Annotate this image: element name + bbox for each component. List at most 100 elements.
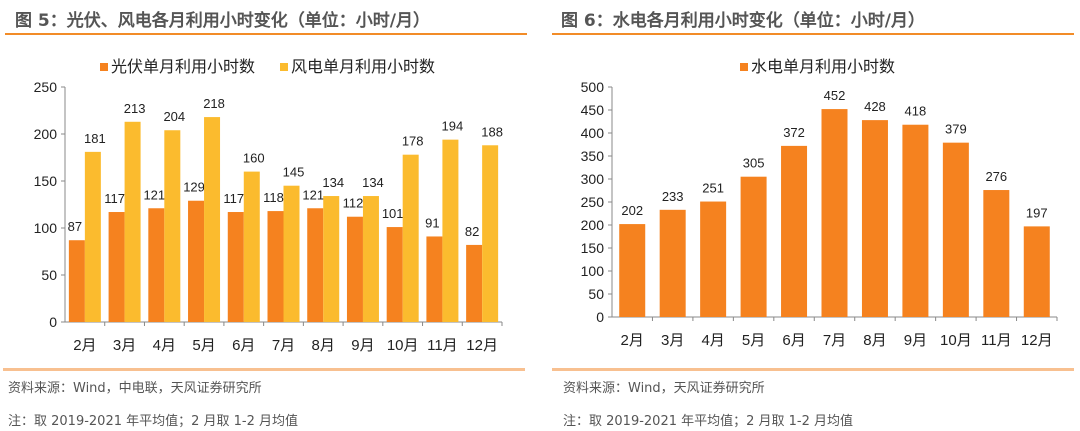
x-tick-label: 2月 — [73, 337, 96, 354]
data-label: 202 — [621, 203, 643, 218]
right-title-rule — [552, 33, 1074, 35]
y-tick-label: 0 — [49, 314, 57, 330]
x-tick-label: 4月 — [701, 332, 724, 349]
x-tick-label: 12月 — [466, 337, 498, 354]
bar-series1 — [700, 201, 727, 317]
bar-series1 — [68, 240, 85, 322]
bar-series1 — [983, 190, 1010, 317]
bar-series1 — [740, 176, 767, 317]
bar-series2 — [164, 130, 181, 322]
left-chart: 0 50 100 150 200 250 2月 87 181 3月 117 213 4月 121 204 5月… — [34, 58, 503, 354]
legend-label: 风电单月利用小时数 — [291, 58, 435, 76]
data-label: 372 — [783, 125, 805, 140]
y-tick-label: 250 — [581, 194, 605, 210]
x-tick-label: 5月 — [192, 337, 215, 354]
bar-series2 — [283, 185, 300, 322]
data-label: 134 — [362, 175, 384, 190]
legend-swatch — [280, 63, 288, 71]
right-footer-rule — [552, 368, 1074, 371]
y-tick-label: 0 — [596, 309, 604, 325]
data-label: 145 — [283, 165, 305, 180]
left-footer-rule — [3, 368, 525, 371]
x-tick-label: 11月 — [427, 337, 458, 354]
data-label: 379 — [945, 122, 967, 137]
y-tick-label: 150 — [581, 240, 605, 256]
x-tick-label: 11月 — [981, 332, 1012, 349]
x-tick-label: 8月 — [863, 332, 886, 349]
y-tick-label: 400 — [581, 125, 605, 141]
x-tick-label: 12月 — [1021, 332, 1053, 349]
legend-swatch — [100, 63, 108, 71]
data-label: 305 — [743, 156, 765, 171]
data-label: 218 — [203, 96, 225, 111]
bar-series1 — [426, 236, 443, 322]
right-source: 资料来源：Wind，天风证券研究所 — [563, 381, 765, 396]
y-tick-label: 50 — [588, 286, 604, 302]
y-tick-label: 200 — [581, 217, 605, 233]
right-note: 注：取 2019-2021 年平均值；2 月取 1-2 月均值 — [563, 414, 854, 429]
y-tick-label: 100 — [34, 220, 58, 236]
data-label: 178 — [402, 134, 424, 149]
bar-series2 — [84, 151, 101, 322]
x-tick-label: 8月 — [312, 337, 335, 354]
x-tick-label: 5月 — [742, 332, 765, 349]
bar-series1 — [346, 216, 363, 322]
data-label: 251 — [702, 181, 724, 196]
data-label: 418 — [905, 104, 927, 119]
y-tick-label: 300 — [581, 171, 605, 187]
bar-series1 — [148, 208, 165, 322]
data-label: 276 — [985, 169, 1007, 184]
x-tick-label: 3月 — [661, 332, 684, 349]
data-label: 452 — [824, 88, 846, 103]
x-tick-label: 2月 — [621, 332, 644, 349]
bar-series2 — [482, 145, 499, 322]
left-source: 资料来源：Wind，中电联，天风证券研究所 — [8, 381, 262, 396]
data-label: 204 — [163, 109, 185, 124]
x-tick-label: 3月 — [113, 337, 136, 354]
bar-series2 — [362, 196, 379, 322]
bar-series1 — [188, 200, 205, 322]
data-label: 121 — [302, 187, 324, 202]
y-tick-label: 450 — [581, 102, 605, 118]
data-label: 91 — [425, 215, 439, 230]
data-label: 428 — [864, 99, 886, 114]
bar-series1 — [659, 209, 686, 317]
bar-series2 — [323, 196, 340, 322]
legend-swatch — [740, 63, 748, 71]
bar-series1 — [307, 208, 324, 322]
data-label: 129 — [183, 180, 205, 195]
y-tick-label: 50 — [41, 267, 57, 283]
bar-series1 — [1023, 226, 1050, 317]
bar-series1 — [781, 145, 808, 317]
left-chart-title: 图 5：光伏、风电各月利用小时变化（单位：小时/月） — [15, 11, 430, 31]
data-label: 181 — [84, 131, 106, 146]
bar-series1 — [386, 227, 403, 322]
bar-series2 — [243, 171, 260, 322]
legend-label: 光伏单月利用小时数 — [111, 58, 255, 76]
right-chart: 0 50 100 150 200 250 300 350 400 450 500 2月 202 3月 233… — [581, 58, 1058, 349]
left-note: 注：取 2019-2021 年平均值；2 月取 1-2 月均值 — [8, 414, 299, 429]
x-tick-label: 9月 — [351, 337, 374, 354]
y-tick-label: 500 — [581, 79, 605, 95]
data-label: 117 — [104, 191, 125, 206]
bar-series2 — [402, 154, 419, 322]
x-tick-label: 7月 — [823, 332, 846, 349]
x-tick-label: 7月 — [272, 337, 295, 354]
x-tick-label: 6月 — [232, 337, 255, 354]
bar-series1 — [821, 109, 848, 317]
bar-series2 — [124, 121, 141, 322]
data-label: 233 — [662, 189, 684, 204]
legend-label: 水电单月利用小时数 — [751, 58, 895, 76]
bar-series1 — [942, 142, 969, 317]
data-label: 101 — [382, 206, 404, 221]
y-tick-label: 150 — [34, 173, 58, 189]
bar-series1 — [108, 212, 125, 322]
data-label: 160 — [243, 151, 265, 166]
x-tick-label: 4月 — [153, 337, 176, 354]
bar-series2 — [204, 117, 221, 322]
data-label: 117 — [223, 191, 244, 206]
y-tick-label: 100 — [581, 263, 605, 279]
data-label: 118 — [263, 190, 284, 205]
bar-series1 — [267, 211, 284, 322]
bar-series1 — [861, 120, 888, 318]
